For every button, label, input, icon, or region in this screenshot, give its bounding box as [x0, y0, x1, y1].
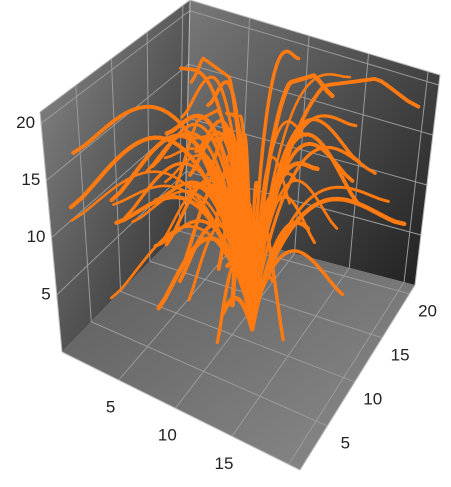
z-tick-label: 5: [41, 284, 50, 303]
x-tick-label: 5: [106, 398, 115, 417]
y-tick-label: 10: [363, 389, 382, 408]
z-tick-label: 15: [21, 170, 40, 189]
z-tick-label: 10: [27, 227, 46, 246]
x-tick-label: 15: [215, 454, 234, 473]
y-tick-label: 5: [341, 433, 350, 452]
y-tick-label: 20: [418, 301, 437, 320]
x-tick-label: 10: [158, 426, 177, 445]
z-tick-label: 20: [16, 113, 35, 132]
y-tick-label: 15: [391, 345, 410, 364]
